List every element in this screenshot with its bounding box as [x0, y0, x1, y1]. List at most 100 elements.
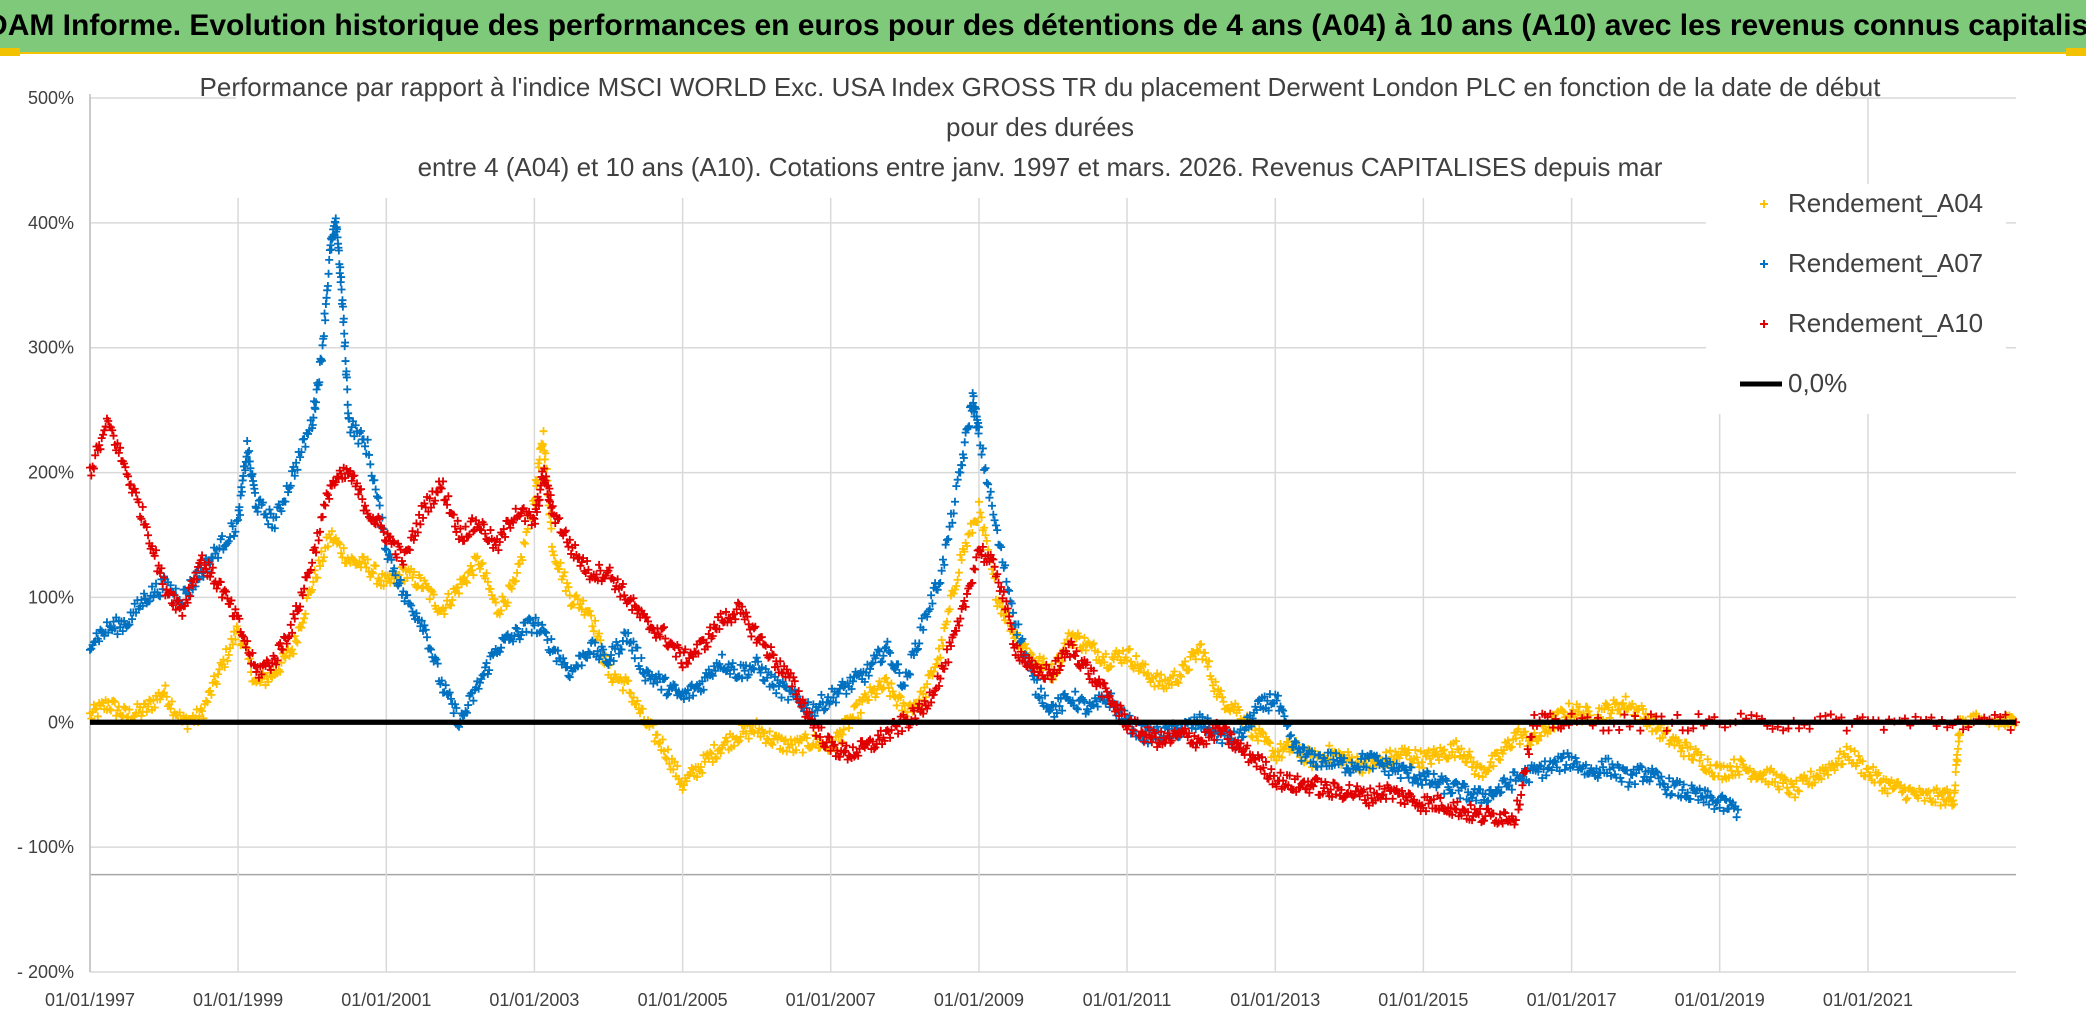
- data-point: [1466, 753, 1475, 762]
- data-point: [997, 543, 1006, 552]
- data-point: [378, 524, 387, 533]
- data-point: [936, 578, 945, 587]
- data-point: [166, 704, 175, 713]
- data-point: [962, 589, 971, 598]
- data-point: [333, 225, 342, 234]
- data-point: [540, 464, 549, 473]
- data-point: [519, 538, 528, 547]
- data-point: [312, 548, 321, 557]
- data-point: [555, 565, 564, 574]
- data-point: [981, 464, 990, 473]
- data-point: [1523, 745, 1532, 754]
- data-point: [752, 653, 761, 662]
- data-point: [1079, 695, 1088, 704]
- data-point: [455, 589, 464, 598]
- data-point: [940, 624, 949, 633]
- data-point: [1485, 763, 1494, 772]
- data-point: [354, 490, 363, 499]
- data-point: [973, 517, 982, 526]
- data-point: [821, 743, 830, 752]
- data-point: [1272, 782, 1281, 791]
- data-point: [366, 460, 375, 469]
- data-point: [972, 553, 981, 562]
- data-point: [941, 540, 950, 549]
- data-point: [1706, 791, 1715, 800]
- data-point: [734, 598, 743, 607]
- data-point: [241, 643, 250, 652]
- data-point: [744, 734, 753, 743]
- data-point: [968, 528, 977, 537]
- data-point: [109, 696, 118, 705]
- data-point: [331, 534, 340, 543]
- data-point: [952, 626, 961, 635]
- data-point: [1129, 726, 1138, 735]
- data-point: [460, 536, 469, 545]
- data-point: [87, 644, 96, 653]
- data-point: [1830, 766, 1839, 775]
- data-point: [1460, 750, 1469, 759]
- data-point: [1421, 807, 1430, 816]
- data-point: [1183, 733, 1192, 742]
- data-point: [1398, 786, 1407, 795]
- data-point: [370, 476, 379, 485]
- data-point: [1710, 805, 1719, 814]
- data-point: [1162, 684, 1171, 693]
- data-point: [137, 711, 146, 720]
- data-point: [938, 555, 947, 564]
- data-point: [120, 617, 129, 626]
- data-point: [866, 664, 875, 673]
- data-point: [110, 698, 119, 707]
- data-point: [469, 527, 478, 536]
- data-point: [726, 669, 735, 678]
- data-point: [288, 467, 297, 476]
- data-point: [388, 537, 397, 546]
- data-point: [935, 580, 944, 589]
- data-point: [207, 568, 216, 577]
- series-layer: [86, 214, 2020, 829]
- data-point: [633, 643, 642, 652]
- data-point: [1673, 710, 1682, 719]
- data-point: [408, 573, 417, 582]
- data-point: [245, 446, 254, 455]
- data-point: [1612, 698, 1621, 707]
- data-point: [1399, 761, 1408, 770]
- data-point: [444, 492, 453, 501]
- data-point: [1507, 742, 1516, 751]
- data-point: [367, 567, 376, 576]
- data-point: [767, 739, 776, 748]
- data-point: [617, 645, 626, 654]
- data-point: [1617, 777, 1626, 786]
- data-point: [1264, 737, 1273, 746]
- data-point: [1678, 786, 1687, 795]
- data-point: [896, 693, 905, 702]
- data-point: [380, 544, 389, 553]
- data-point: [218, 593, 227, 602]
- data-point: [1646, 710, 1655, 719]
- data-point: [1298, 778, 1307, 787]
- data-point: [1248, 733, 1257, 742]
- data-point: [1101, 650, 1110, 659]
- data-point: [936, 674, 945, 683]
- data-point: [235, 614, 244, 623]
- data-point: [1913, 794, 1922, 803]
- data-point: [1874, 769, 1883, 778]
- data-point: [1236, 739, 1245, 748]
- data-point: [1292, 738, 1301, 747]
- data-point: [461, 576, 470, 585]
- data-point: [1411, 746, 1420, 755]
- data-point: [880, 736, 889, 745]
- data-point: [349, 417, 358, 426]
- data-point: [1515, 800, 1524, 809]
- data-point: [801, 730, 810, 739]
- data-point: [363, 435, 372, 444]
- data-point: [583, 653, 592, 662]
- data-point: [1296, 748, 1305, 757]
- data-point: [1272, 696, 1281, 705]
- data-point: [386, 532, 395, 541]
- data-point: [1720, 794, 1729, 803]
- chart: 500% 400% 300% 200% 100% 0% - 100% - 200% 01/01/…: [17, 56, 2020, 1010]
- data-point: [732, 605, 741, 614]
- data-point: [1747, 711, 1756, 720]
- data-point: [256, 678, 265, 687]
- data-point: [1733, 805, 1742, 814]
